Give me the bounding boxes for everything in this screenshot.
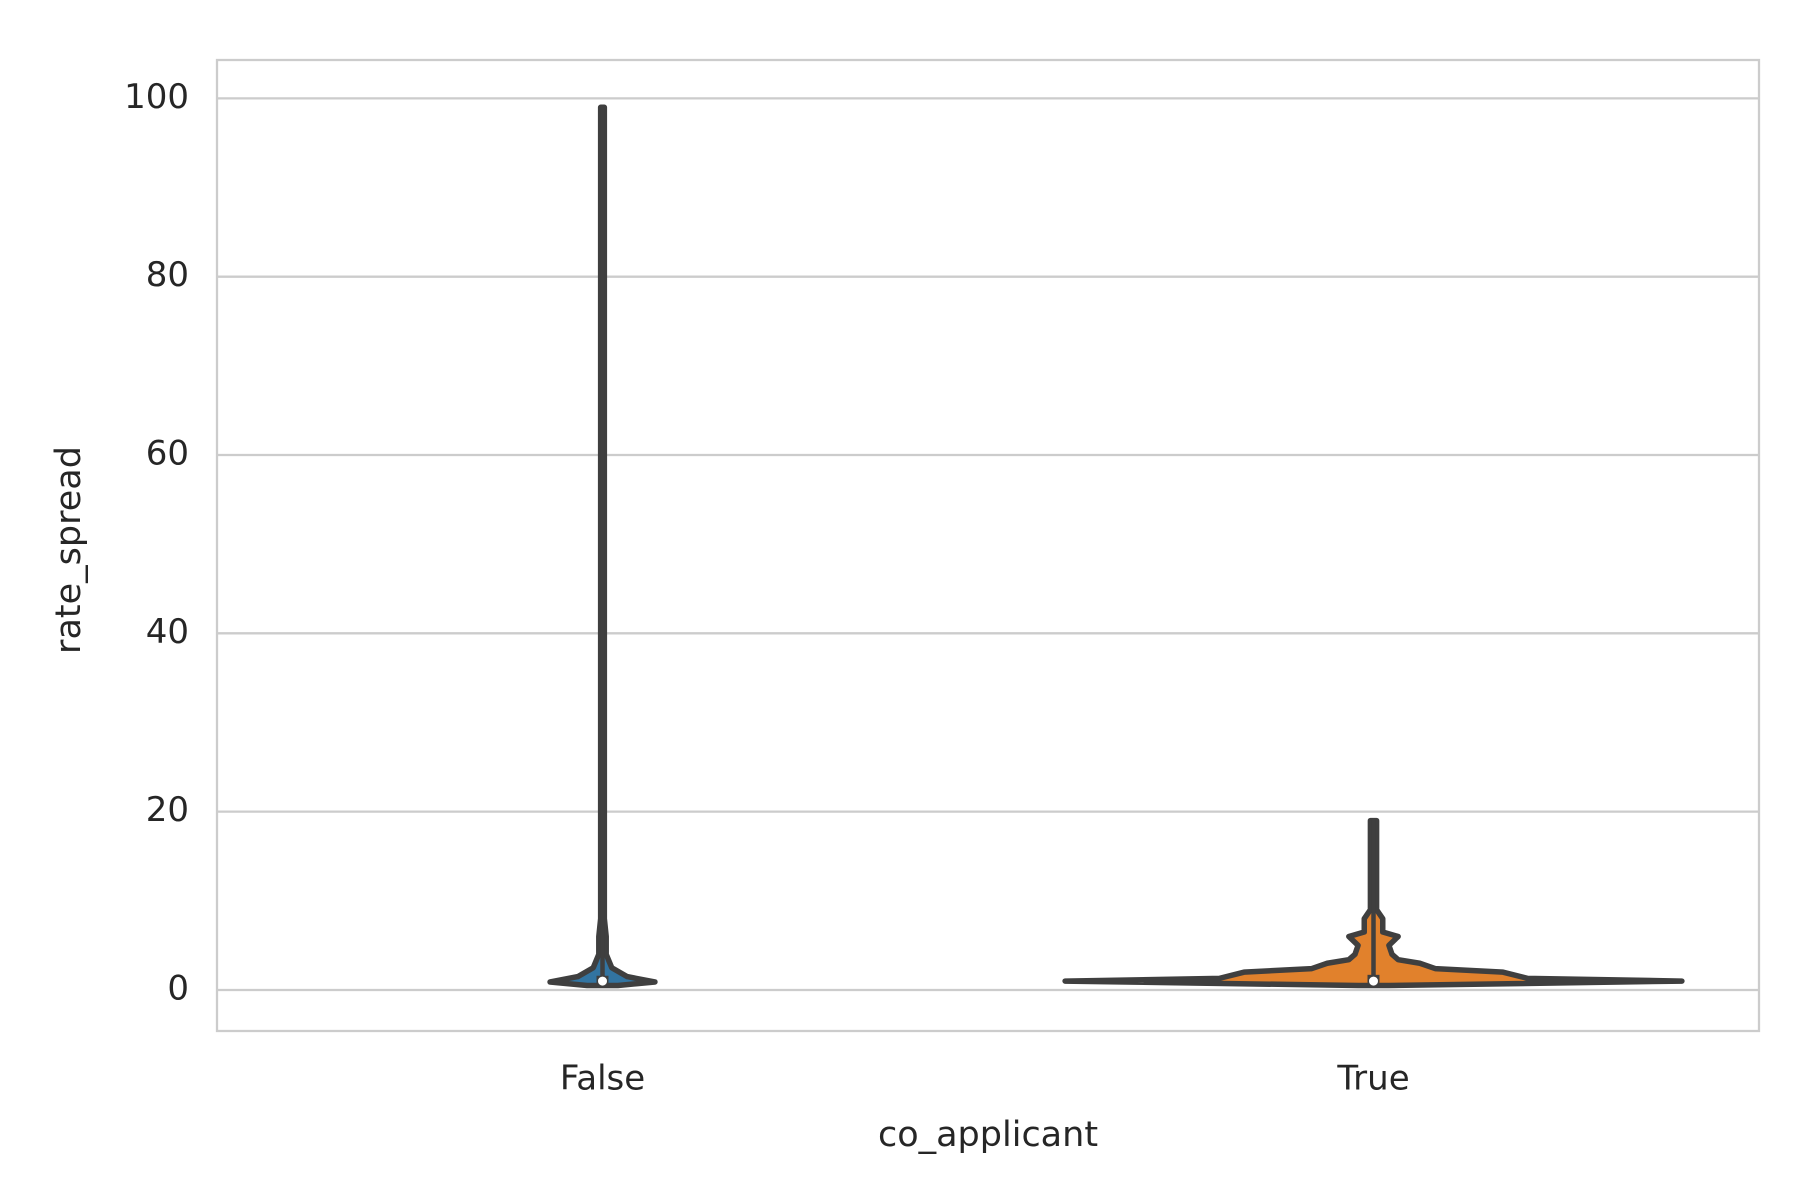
- y-tick-label: 0: [167, 968, 189, 1008]
- x-axis-label: co_applicant: [878, 1115, 1098, 1155]
- plot-frame: [215, 58, 1761, 1033]
- y-tick-label: 40: [146, 612, 189, 652]
- x-tick-label: False: [560, 1059, 645, 1099]
- y-tick-label: 100: [124, 77, 189, 117]
- y-axis-label: rate_spread: [49, 446, 89, 654]
- y-tick-label: 60: [146, 433, 189, 473]
- y-tick-label: 20: [146, 790, 189, 830]
- median-dot: [597, 975, 608, 987]
- median-dot: [1368, 975, 1379, 987]
- y-tick-label: 80: [146, 255, 189, 295]
- x-tick-label: True: [1336, 1059, 1409, 1099]
